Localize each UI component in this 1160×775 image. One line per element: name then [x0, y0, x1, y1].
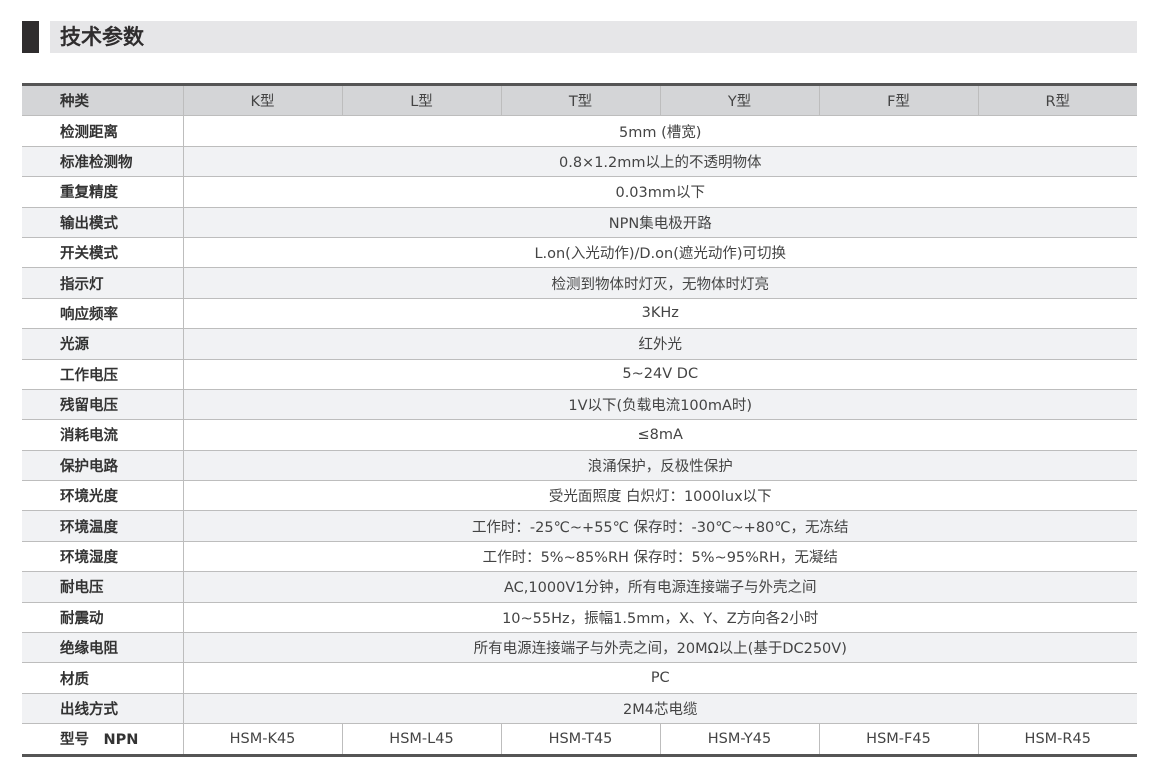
row-value: AC,1000V1分钟，所有电源连接端子与外壳之间 — [183, 571, 1137, 603]
type-header: K型 — [183, 84, 343, 117]
type-header: T型 — [501, 84, 661, 117]
table-row: 耐震动 10~55Hz，振幅1.5mm，X、Y、Z方向各2小时 — [22, 602, 1137, 634]
row-value: 1V以下(负载电流100mA时) — [183, 389, 1137, 421]
spec-table: 种类 K型 L型 T型 Y型 F型 R型 检测距离 5mm (槽宽) 标准检测物 0.… — [22, 83, 1137, 757]
type-header: F型 — [819, 84, 979, 117]
row-label: 输出模式 — [22, 207, 184, 238]
table-row: 检测距离 5mm (槽宽) — [22, 115, 1137, 147]
row-label: 环境温度 — [22, 510, 184, 542]
row-value: NPN集电极开路 — [183, 207, 1137, 238]
model-cell: HSM-F45 — [819, 723, 979, 756]
row-label: 环境光度 — [22, 480, 184, 512]
type-header: Y型 — [660, 84, 820, 117]
row-label: 光源 — [22, 328, 184, 360]
table-row: 保护电路 浪涌保护，反极性保护 — [22, 450, 1137, 482]
table-row: 残留电压 1V以下(负载电流100mA时) — [22, 389, 1137, 421]
row-value: 0.8×1.2mm以上的不透明物体 — [183, 146, 1137, 178]
row-value: 5mm (槽宽) — [183, 115, 1137, 147]
section-marker — [22, 21, 39, 53]
row-label: 消耗电流 — [22, 419, 184, 451]
model-cell: HSM-K45 — [183, 723, 343, 756]
table-row: 标准检测物 0.8×1.2mm以上的不透明物体 — [22, 146, 1137, 178]
type-header: R型 — [978, 84, 1137, 117]
row-label: 残留电压 — [22, 389, 184, 421]
row-label: 标准检测物 — [22, 146, 184, 178]
row-label: 响应频率 — [22, 298, 184, 330]
row-value: 3KHz — [183, 298, 1137, 330]
row-value: 0.03mm以下 — [183, 176, 1137, 208]
table-row: 工作电压 5~24V DC — [22, 359, 1137, 390]
row-label: 指示灯 — [22, 267, 184, 299]
model-cell: HSM-T45 — [501, 723, 661, 756]
row-label: 重复精度 — [22, 176, 184, 208]
table-row: 光源 红外光 — [22, 328, 1137, 360]
row-value: 所有电源连接端子与外壳之间，20MΩ以上(基于DC250V) — [183, 632, 1137, 664]
row-label: 检测距离 — [22, 115, 184, 147]
row-label: 材质 — [22, 662, 184, 694]
table-row: 指示灯 检测到物体时灯灭，无物体时灯亮 — [22, 267, 1137, 299]
table-row: 出线方式 2M4芯电缆 — [22, 693, 1137, 725]
table-row: 重复精度 0.03mm以下 — [22, 176, 1137, 208]
model-cell: HSM-R45 — [1024, 730, 1091, 747]
row-value: 工作时：-25℃~+55℃ 保存时：-30℃~+80℃，无冻结 — [183, 510, 1137, 542]
row-label: 出线方式 — [22, 693, 184, 725]
table-row: 环境温度 工作时：-25℃~+55℃ 保存时：-30℃~+80℃，无冻结 — [22, 510, 1137, 542]
row-value: 工作时：5%~85%RH 保存时：5%~95%RH，无凝结 — [183, 541, 1137, 573]
row-label: 保护电路 — [22, 450, 184, 482]
table-row: 绝缘电阻 所有电源连接端子与外壳之间，20MΩ以上(基于DC250V) — [22, 632, 1137, 664]
row-value: ≤8mA — [183, 419, 1137, 451]
row-value: 红外光 — [183, 328, 1137, 360]
row-value: 检测到物体时灯灭，无物体时灯亮 — [183, 267, 1137, 299]
table-row: 开关模式 L.on(入光动作)/D.on(遮光动作)可切换 — [22, 237, 1137, 269]
table-row: 响应频率 3KHz — [22, 298, 1137, 330]
type-header: L型 — [342, 84, 502, 117]
section-title: 技术参数 — [60, 25, 144, 49]
row-label: 开关模式 — [22, 237, 184, 269]
model-label: 型号 NPN — [22, 723, 184, 756]
table-row: 消耗电流 ≤8mA — [22, 419, 1137, 451]
row-value: 10~55Hz，振幅1.5mm，X、Y、Z方向各2小时 — [183, 602, 1137, 634]
table-row: 环境湿度 工作时：5%~85%RH 保存时：5%~95%RH，无凝结 — [22, 541, 1137, 573]
table-header-row: 种类 K型 L型 T型 Y型 F型 R型 — [22, 84, 1137, 117]
table-row: 环境光度 受光面照度 白炽灯：1000lux以下 — [22, 480, 1137, 512]
model-cell: HSM-L45 — [342, 723, 502, 756]
row-label: 耐电压 — [22, 571, 184, 603]
header-label: 种类 — [22, 84, 184, 117]
model-cell: HSM-Y45 — [660, 723, 820, 756]
row-value: 浪涌保护，反极性保护 — [183, 450, 1137, 482]
row-value: PC — [183, 662, 1137, 694]
section-header: 技术参数 — [50, 21, 1137, 53]
table-row: 材质 PC — [22, 662, 1137, 694]
row-label: 环境湿度 — [22, 541, 184, 573]
table-row: 耐电压 AC,1000V1分钟，所有电源连接端子与外壳之间 — [22, 571, 1137, 603]
row-value: 2M4芯电缆 — [183, 693, 1137, 725]
row-value: 5~24V DC — [183, 359, 1137, 390]
row-value: L.on(入光动作)/D.on(遮光动作)可切换 — [183, 237, 1137, 269]
row-label: 绝缘电阻 — [22, 632, 184, 664]
row-value: 受光面照度 白炽灯：1000lux以下 — [183, 480, 1137, 512]
table-row: 输出模式 NPN集电极开路 — [22, 207, 1137, 238]
model-row: 型号 NPN HSM-K45 HSM-L45 HSM-T45 HSM-Y45 HSM-F4… — [22, 723, 1137, 756]
row-label: 耐震动 — [22, 602, 184, 634]
row-label: 工作电压 — [22, 359, 184, 390]
